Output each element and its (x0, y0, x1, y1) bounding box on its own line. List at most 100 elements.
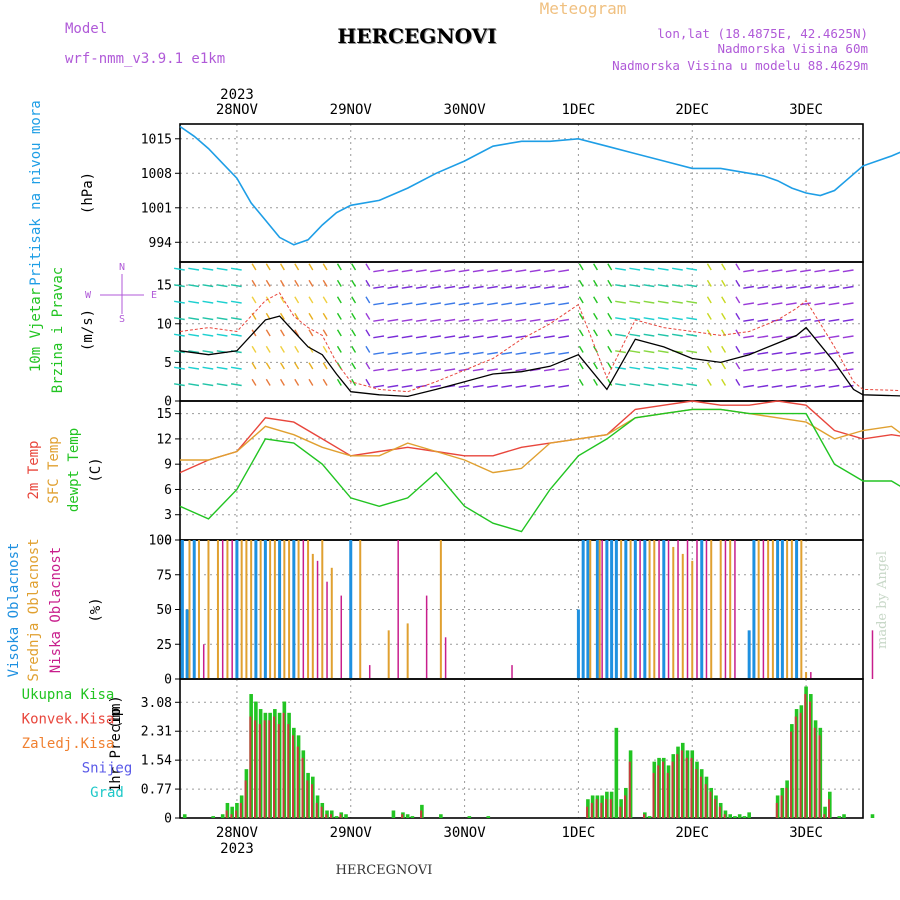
wind-arrow (174, 383, 185, 387)
low-cloud-bar (202, 644, 205, 679)
temp-unit-label: (C) (88, 457, 104, 482)
wind-arrow (216, 284, 228, 288)
time-tick-label: 30NOV (444, 825, 487, 841)
wind-arrow (543, 384, 555, 388)
wind-arrow (230, 333, 242, 337)
wind-arrow (721, 279, 727, 287)
mid-cloud-bar (710, 540, 713, 679)
mid-cloud-bar (288, 540, 291, 679)
y-tick-label: 0 (164, 673, 172, 688)
high-cloud-bar (263, 540, 267, 679)
conv-precip-bar (249, 716, 252, 818)
wind-arrow (365, 329, 371, 337)
wind-arrow (593, 296, 598, 304)
wind-arrow (558, 351, 570, 355)
low-cloud-bar (302, 540, 305, 679)
wind-arrow (771, 335, 783, 339)
chart-title: HERCEGNOVI (337, 24, 496, 48)
conv-precip-bar (600, 802, 603, 818)
wind-arrow (607, 329, 613, 337)
wind-arrow (501, 302, 513, 306)
wind-arrow (415, 351, 427, 355)
wind-arrow (800, 285, 811, 289)
wind-arrow (415, 384, 427, 388)
wind-arrow (415, 302, 427, 306)
wind-arrow (657, 383, 669, 387)
wind-arrow (643, 350, 655, 354)
compass-north: N (119, 262, 125, 273)
wind-arrow (365, 362, 371, 370)
wind-arrow (322, 279, 328, 287)
conv-precip-bar (325, 814, 328, 818)
low-cloud-bar (724, 540, 727, 679)
total-precip-bar (235, 802, 239, 818)
bottom-title: HERCEGNOVI (336, 863, 433, 878)
wind-arrow (373, 269, 385, 273)
precip-legend-item: Konvek.Kisa (22, 712, 115, 728)
wind-arrow (279, 329, 285, 337)
wind-arrow (216, 366, 228, 370)
precip-unit-label: (mm) (108, 695, 124, 729)
wind-arrow (706, 329, 712, 337)
precip-legend-item: Snijeg (82, 761, 133, 777)
wind-arrow (842, 318, 854, 322)
time-axis-top: 28NOV 29NOV 30NOV 1DEC 2DEC 3DEC (216, 102, 823, 118)
wind-arrow (842, 335, 854, 339)
wind-arrow (578, 312, 584, 320)
total-precip-bar (410, 816, 415, 818)
y-tick-label: 0.77 (141, 783, 172, 798)
total-precip-bar (220, 814, 225, 818)
y-tick-label: 1015 (141, 132, 172, 147)
wind-arrow (672, 317, 683, 321)
wind-arrow (415, 285, 427, 289)
wind-arrow (657, 317, 669, 321)
wind-arrow (814, 368, 826, 372)
wind-arrow (251, 378, 257, 386)
precipitation-panel: 0 0.77 1.54 2.31 3.08 (141, 678, 875, 827)
wind-arrow (322, 263, 328, 271)
wind-arrow (265, 279, 271, 287)
wind-arrow (458, 302, 470, 306)
year-top: 2023 (220, 87, 254, 103)
cloud-unit-label: (%) (88, 597, 104, 622)
conv-precip-bar (661, 761, 664, 818)
wind-arrow (706, 279, 712, 287)
total-precip-bar (344, 814, 348, 818)
pressure-unit-label: (hPa) (80, 172, 96, 214)
wind-arrow (365, 263, 371, 271)
wind-arrow (578, 296, 584, 304)
y-tick-label: 3.08 (141, 696, 172, 711)
wind-arrow (543, 351, 555, 355)
total-precip-bar (742, 816, 747, 818)
wind-arrow (529, 351, 541, 355)
wind-arrow (472, 335, 484, 339)
wind-arrow (615, 300, 626, 304)
wind-arrow (487, 335, 498, 339)
time-tick-label: 1DEC (562, 825, 596, 841)
y-tick-label: 9 (164, 458, 172, 473)
wind-arrow (785, 368, 797, 372)
wind-arrow (529, 384, 541, 388)
compass-south: S (119, 314, 125, 325)
wind-arrow (643, 383, 655, 387)
wind-arrow (771, 384, 783, 388)
low-cloud-bar (871, 630, 874, 679)
wind-arrow (615, 267, 626, 271)
wind-arrow (757, 368, 769, 372)
mid-cloud-bar (188, 540, 191, 679)
mid-cloud-bar (307, 540, 310, 679)
wind-arrow (800, 368, 811, 372)
high-cloud-bar (254, 540, 258, 679)
wind-arrow (743, 384, 755, 388)
wind-arrow (593, 263, 598, 271)
wind-arrow (735, 329, 741, 337)
mid-cloud-bar (672, 546, 675, 679)
wind-arrow (251, 296, 257, 304)
mid-cloud-bar (197, 540, 200, 679)
low-cloud-bar (231, 540, 233, 679)
conv-precip-bar (287, 724, 290, 818)
wind-arrow (279, 378, 285, 386)
high-cloud-bar (780, 540, 784, 679)
wind-arrow (174, 366, 185, 370)
wind-arrow (672, 383, 683, 387)
